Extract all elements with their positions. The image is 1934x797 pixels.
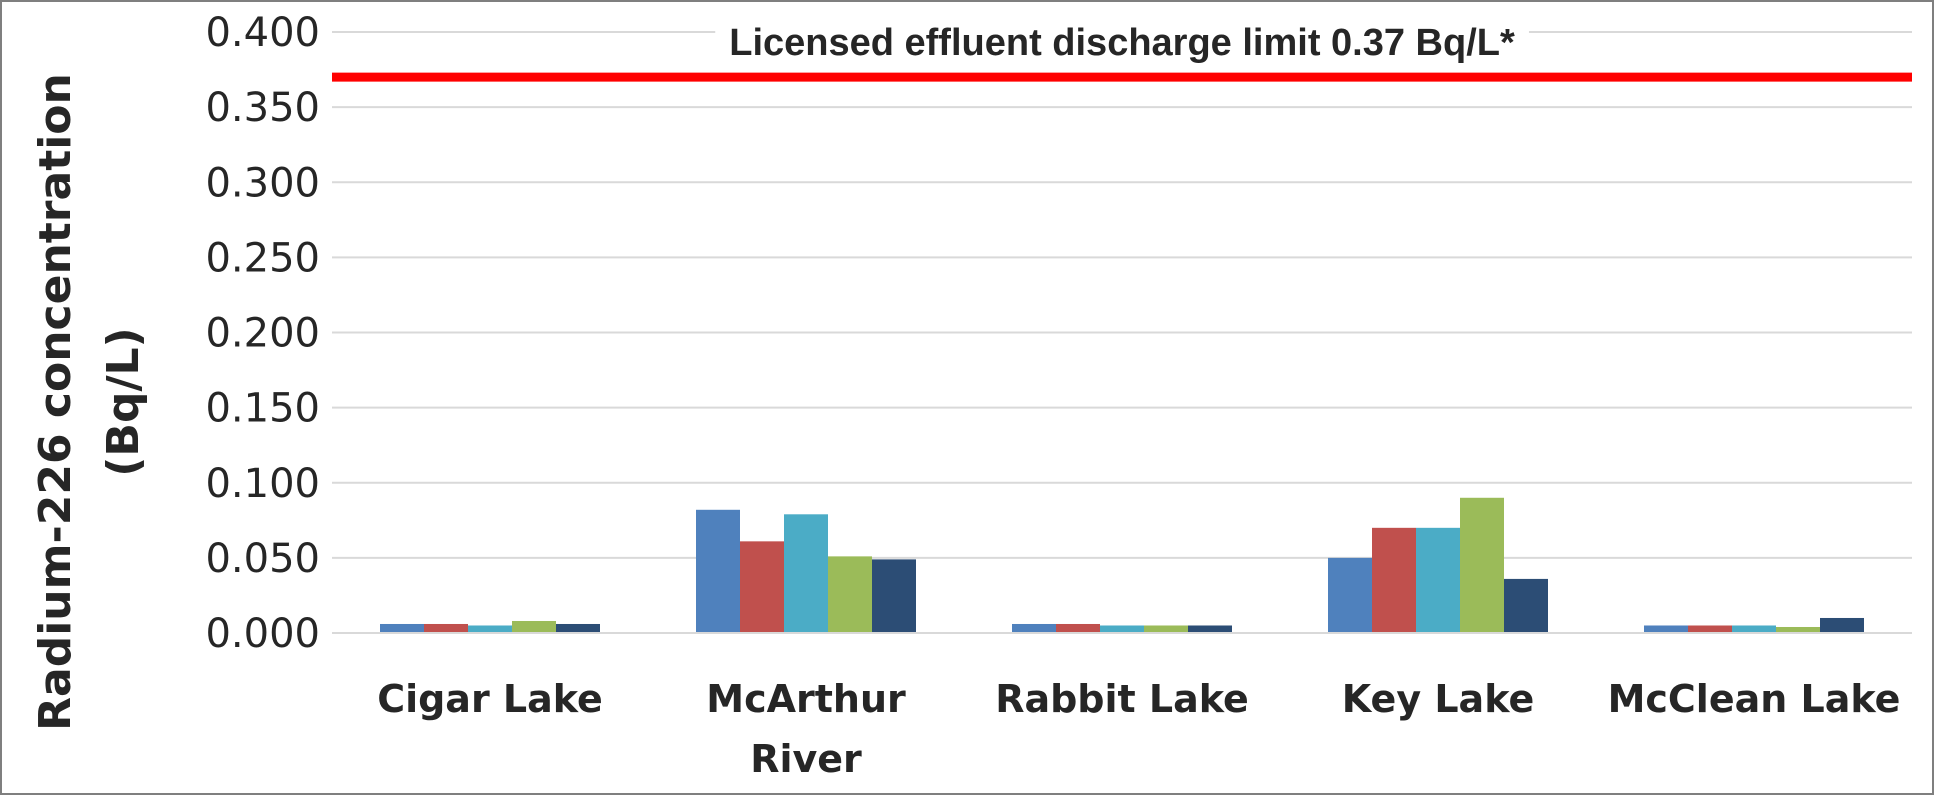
bar	[468, 625, 512, 633]
y-tick-label: 0.000	[205, 611, 320, 657]
x-category-label: Cigar Lake	[377, 677, 603, 721]
bar	[784, 514, 828, 633]
bar	[696, 509, 740, 633]
bar	[1504, 578, 1548, 633]
bar	[1776, 626, 1820, 633]
reference-line-group: Licensed effluent discharge limit 0.37 B…	[332, 18, 1912, 82]
bar	[1144, 625, 1188, 633]
bar	[740, 541, 784, 633]
bar	[1688, 625, 1732, 633]
bar	[1732, 625, 1776, 633]
bar	[1460, 497, 1504, 633]
x-category-label: McClean Lake	[1608, 677, 1901, 721]
bar	[1820, 617, 1864, 633]
bar	[556, 623, 600, 633]
labels: 0.000 0.050 0.100 0.150 0.200 0.250 0.300 0.350…	[30, 10, 1900, 781]
y-tick-label: 0.050	[205, 536, 320, 582]
bar	[512, 620, 556, 633]
x-category-label: McArthur	[706, 677, 906, 721]
bar	[828, 556, 872, 633]
y-tick-label: 0.200	[205, 311, 320, 357]
y-tick-label: 0.150	[205, 386, 320, 432]
limit-label: Licensed effluent discharge limit 0.37 B…	[729, 22, 1515, 64]
gridlines	[332, 31, 1912, 559]
bar	[1100, 625, 1144, 633]
y-tick-label: 0.300	[205, 160, 320, 206]
y-tick-label: 0.100	[205, 461, 320, 507]
bar	[872, 559, 916, 633]
bar	[1328, 557, 1372, 633]
x-category-label: Rabbit Lake	[995, 677, 1249, 721]
bar	[1416, 527, 1460, 633]
y-tick-label: 0.400	[205, 10, 320, 56]
bars	[380, 497, 1864, 633]
bar	[1188, 625, 1232, 633]
bar	[1644, 625, 1688, 633]
bar	[1056, 623, 1100, 633]
bar	[1012, 623, 1056, 633]
y-axis-title: Radium-226 concentration	[30, 73, 81, 731]
y-tick-label: 0.350	[205, 85, 320, 131]
x-category-label: Key Lake	[1342, 677, 1534, 721]
x-category-label: River	[750, 737, 862, 781]
limit-label-background	[715, 18, 1529, 66]
bar	[1372, 527, 1416, 633]
bar	[380, 623, 424, 633]
y-tick-label: 0.250	[205, 235, 320, 281]
y-axis-title: (Bq/L)	[98, 327, 149, 476]
bar	[424, 623, 468, 633]
